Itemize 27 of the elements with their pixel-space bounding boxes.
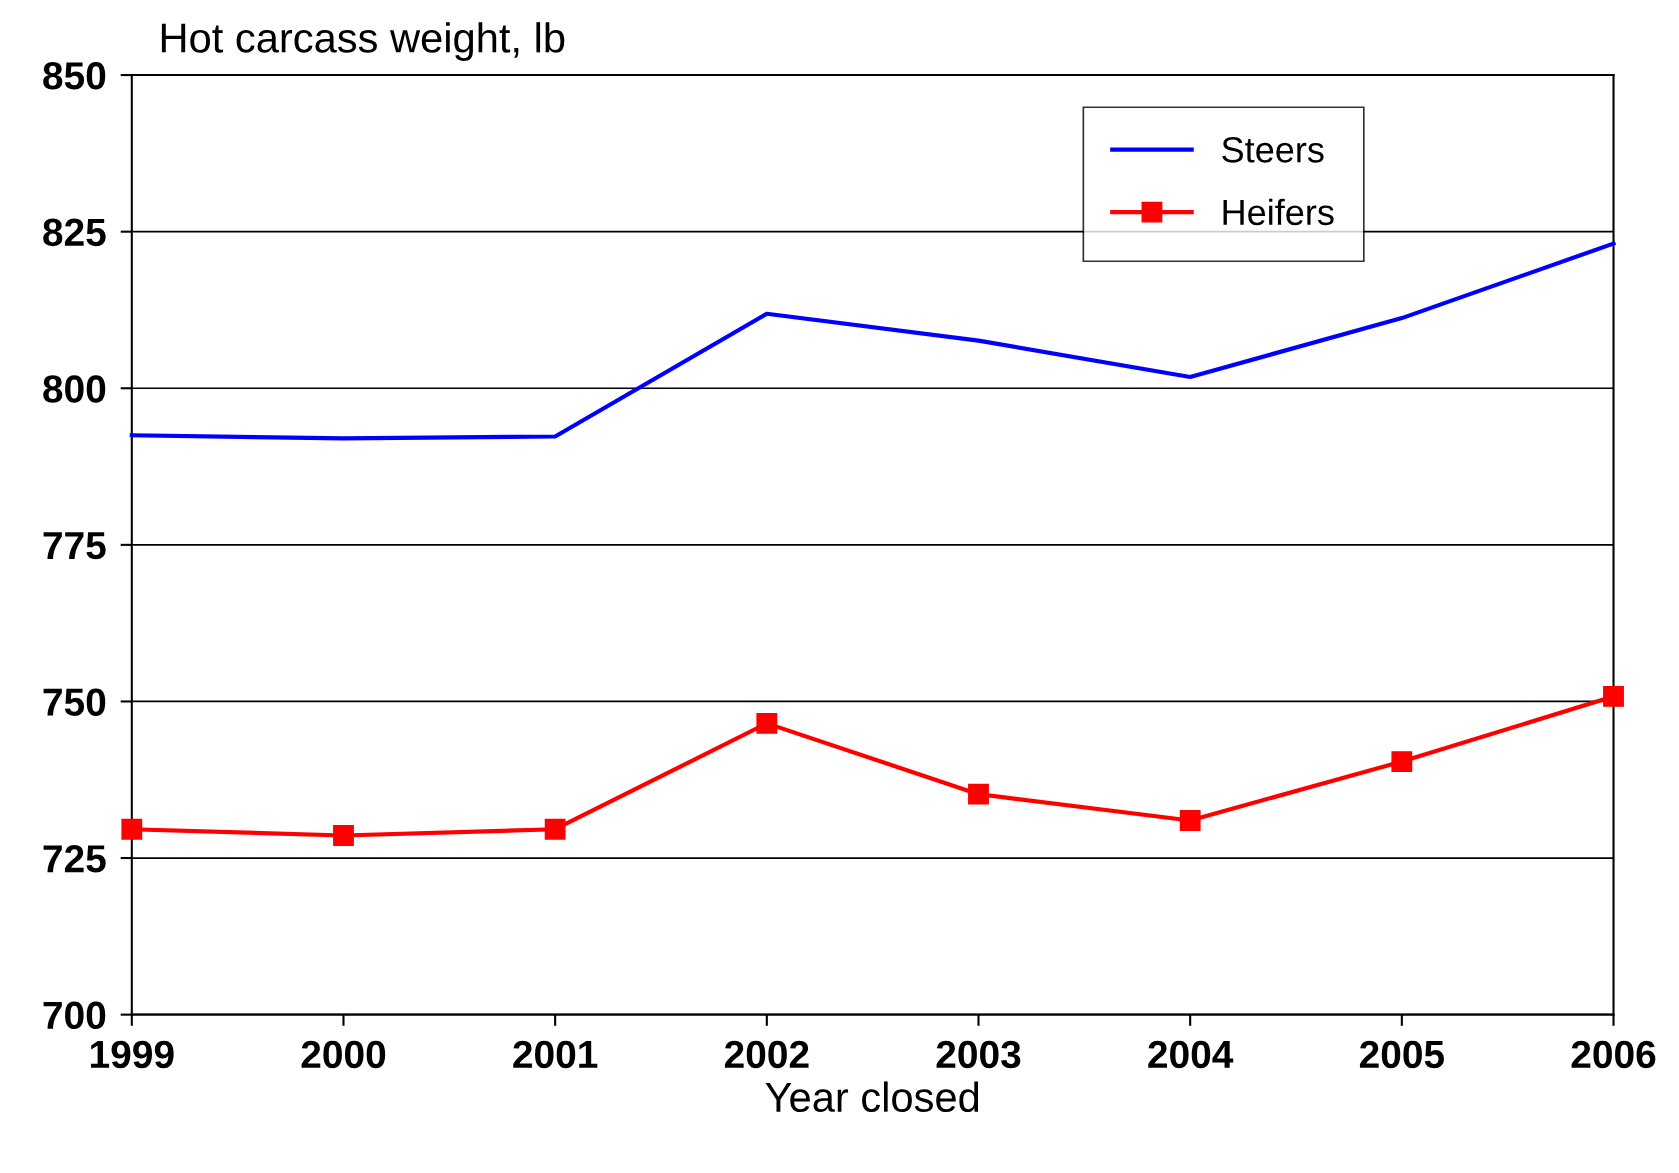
y-tick-label: 750 <box>43 688 106 716</box>
x-tick-label: 2006 <box>1571 1040 1656 1069</box>
x-tick-label: 2000 <box>301 1040 386 1069</box>
y-tick-label: 700 <box>43 1001 106 1030</box>
x-tick-label: 2005 <box>1359 1040 1445 1069</box>
point <box>756 712 778 734</box>
point <box>968 783 989 805</box>
x-tick-label: 2004 <box>1148 1040 1234 1069</box>
point <box>121 818 143 840</box>
legend-label: Steers <box>1222 137 1324 163</box>
legend-label: Heifers <box>1223 198 1334 226</box>
x-tick-label: 2001 <box>513 1040 598 1069</box>
x-tick-label: 1999 <box>91 1040 174 1069</box>
y-tick-label: 800 <box>43 375 106 403</box>
point <box>1179 810 1201 831</box>
x-tick-label: 2003 <box>936 1040 1021 1069</box>
y-tick-label: 825 <box>43 218 106 247</box>
point <box>1391 751 1413 773</box>
point <box>333 825 354 846</box>
point <box>544 818 566 840</box>
x-axis-title: Year closed <box>765 1081 979 1113</box>
y-axis-title: Hot carcass weight, lb <box>161 22 565 61</box>
x-tick-label: 2002 <box>724 1040 809 1069</box>
point <box>1603 686 1624 707</box>
y-tick-label: 775 <box>43 532 106 560</box>
y-tick-label: 850 <box>43 62 106 90</box>
y-tick-label: 725 <box>43 844 106 873</box>
